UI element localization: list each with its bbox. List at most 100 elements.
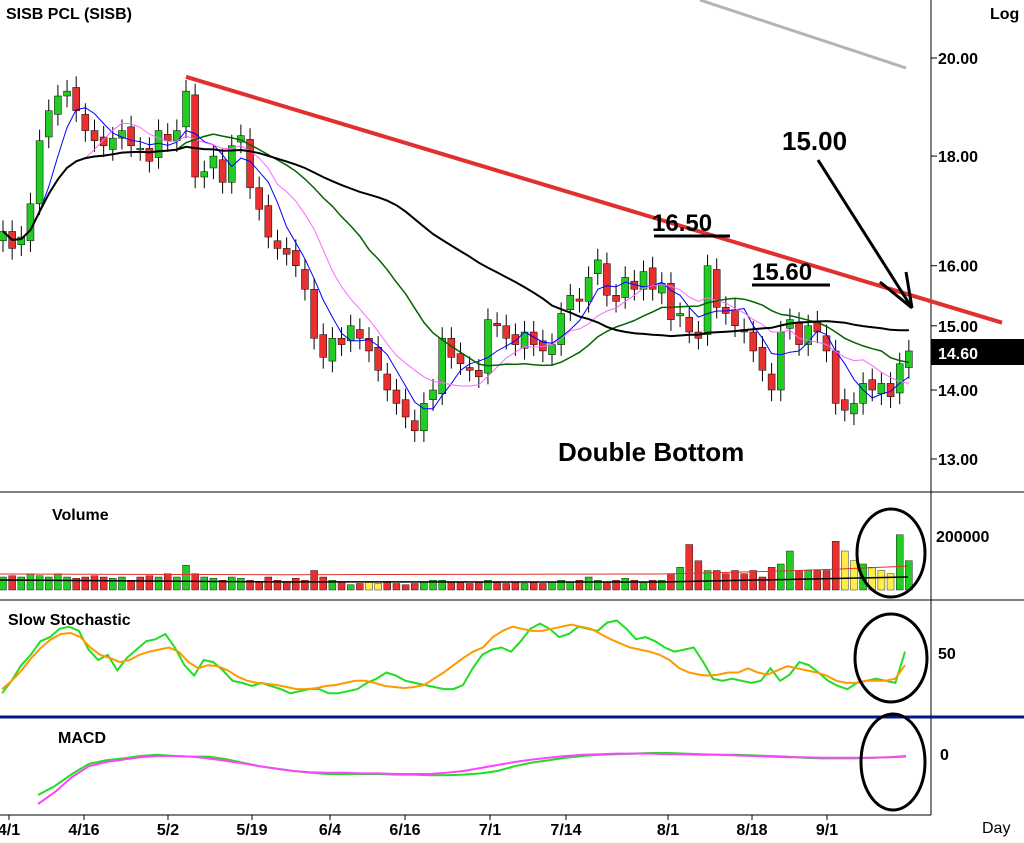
- volume-bar: [520, 583, 529, 591]
- volume-bar: [337, 582, 346, 591]
- volume-bar: [530, 582, 538, 591]
- volume-avg-red-line: [0, 565, 909, 576]
- candle-body: [594, 259, 602, 274]
- candle-body: [319, 334, 327, 358]
- candle-body: [191, 94, 199, 178]
- volume-highlight-circle: [855, 507, 927, 599]
- candle-body: [429, 389, 437, 400]
- volume-bar: [182, 565, 190, 591]
- candle-body: [328, 338, 337, 362]
- volume-bar: [639, 582, 648, 591]
- volume-bar: [905, 560, 913, 591]
- candle-body: [557, 313, 565, 345]
- target-arrow-shaft: [816, 159, 914, 309]
- candle-body: [484, 319, 492, 374]
- volume-bar: [35, 575, 44, 591]
- stochastic-k-line: [1, 619, 906, 695]
- volume-bar: [145, 575, 154, 591]
- price-panel: [0, 0, 1003, 443]
- candle-body: [456, 353, 465, 365]
- volume-bar: [45, 576, 53, 591]
- x-tick-label: 4/16: [68, 822, 99, 838]
- x-tick-label: 5/19: [236, 822, 267, 838]
- last-price-badge: [931, 339, 1024, 365]
- volume-bar: [63, 576, 71, 591]
- ma-black-line: [2, 145, 909, 338]
- price-y-tick-label: 15.00: [938, 319, 978, 336]
- volume-bar: [795, 570, 803, 591]
- x-tick-label: 8/1: [657, 822, 679, 838]
- x-tick-label: 5/2: [157, 822, 179, 838]
- volume-bar: [511, 582, 520, 591]
- volume-bar: [676, 567, 684, 591]
- volume-bar: [740, 573, 748, 591]
- candle-body: [758, 346, 767, 371]
- volume-bar: [767, 567, 776, 591]
- candle-body: [767, 373, 776, 391]
- stochastic-highlight-circle: [853, 612, 929, 704]
- candle-body: [667, 283, 675, 320]
- volume-bar: [777, 563, 785, 591]
- candle-body: [401, 399, 410, 418]
- target-arrow-head-left: [879, 280, 913, 310]
- candle-body: [777, 331, 785, 391]
- volume-bar: [438, 580, 446, 591]
- candle-body: [905, 350, 913, 368]
- candle-body: [548, 344, 556, 355]
- volume-bar: [200, 576, 209, 591]
- candle-body: [301, 269, 309, 290]
- stochastic-d-line: [1, 623, 906, 691]
- candle-body: [603, 263, 611, 296]
- volume-bar: [758, 576, 767, 591]
- volume-bar: [0, 576, 7, 591]
- candle-body: [566, 295, 575, 310]
- volume-bar: [548, 582, 556, 591]
- price-y-tick-label: 14.00: [938, 383, 978, 400]
- chart-title: SISB PCL (SISB): [6, 6, 132, 23]
- candle-body: [264, 205, 273, 238]
- macd-highlight-circle: [859, 712, 927, 812]
- candle-body: [182, 90, 190, 128]
- volume-bar: [841, 550, 849, 591]
- price-y-tick-label: 20.00: [938, 51, 978, 68]
- volume-bar: [566, 582, 574, 591]
- candle-body: [127, 126, 135, 147]
- volume-bar: [493, 582, 501, 591]
- volume-bar: [356, 583, 364, 591]
- price-y-tick-label: 18.00: [938, 149, 978, 166]
- candle-body: [118, 130, 126, 139]
- volume-bar: [273, 580, 282, 591]
- volume-bar: [886, 573, 895, 591]
- x-tick-label: 4/1: [0, 822, 20, 838]
- volume-bar: [109, 578, 117, 591]
- macd-y-tick: 0: [940, 747, 949, 764]
- candle-body: [584, 277, 593, 302]
- volume-bar: [575, 580, 584, 591]
- candle-body: [749, 331, 758, 352]
- candle-body: [255, 187, 263, 210]
- volume-bar: [209, 578, 218, 591]
- volume-bar: [301, 580, 309, 591]
- volume-bar: [99, 576, 108, 591]
- candle-body: [246, 139, 254, 188]
- candle-body: [639, 271, 648, 290]
- volume-bar: [310, 570, 318, 591]
- volume-bar: [218, 580, 227, 591]
- volume-bar: [228, 576, 236, 591]
- volume-bar: [685, 544, 693, 591]
- candle-body: [63, 90, 71, 97]
- candle-body: [420, 403, 428, 432]
- candle-body: [685, 316, 693, 333]
- volume-bar: [694, 560, 703, 591]
- volume-bar: [282, 582, 291, 591]
- candle-body: [703, 265, 712, 335]
- candle-body: [337, 338, 346, 345]
- volume-bar: [539, 583, 547, 591]
- volume-bar: [584, 576, 593, 591]
- volume-bar: [127, 580, 135, 591]
- volume-bar: [594, 580, 602, 591]
- ma-pink-line: [2, 122, 910, 387]
- volume-bar: [90, 575, 99, 591]
- volume-bar: [484, 580, 492, 591]
